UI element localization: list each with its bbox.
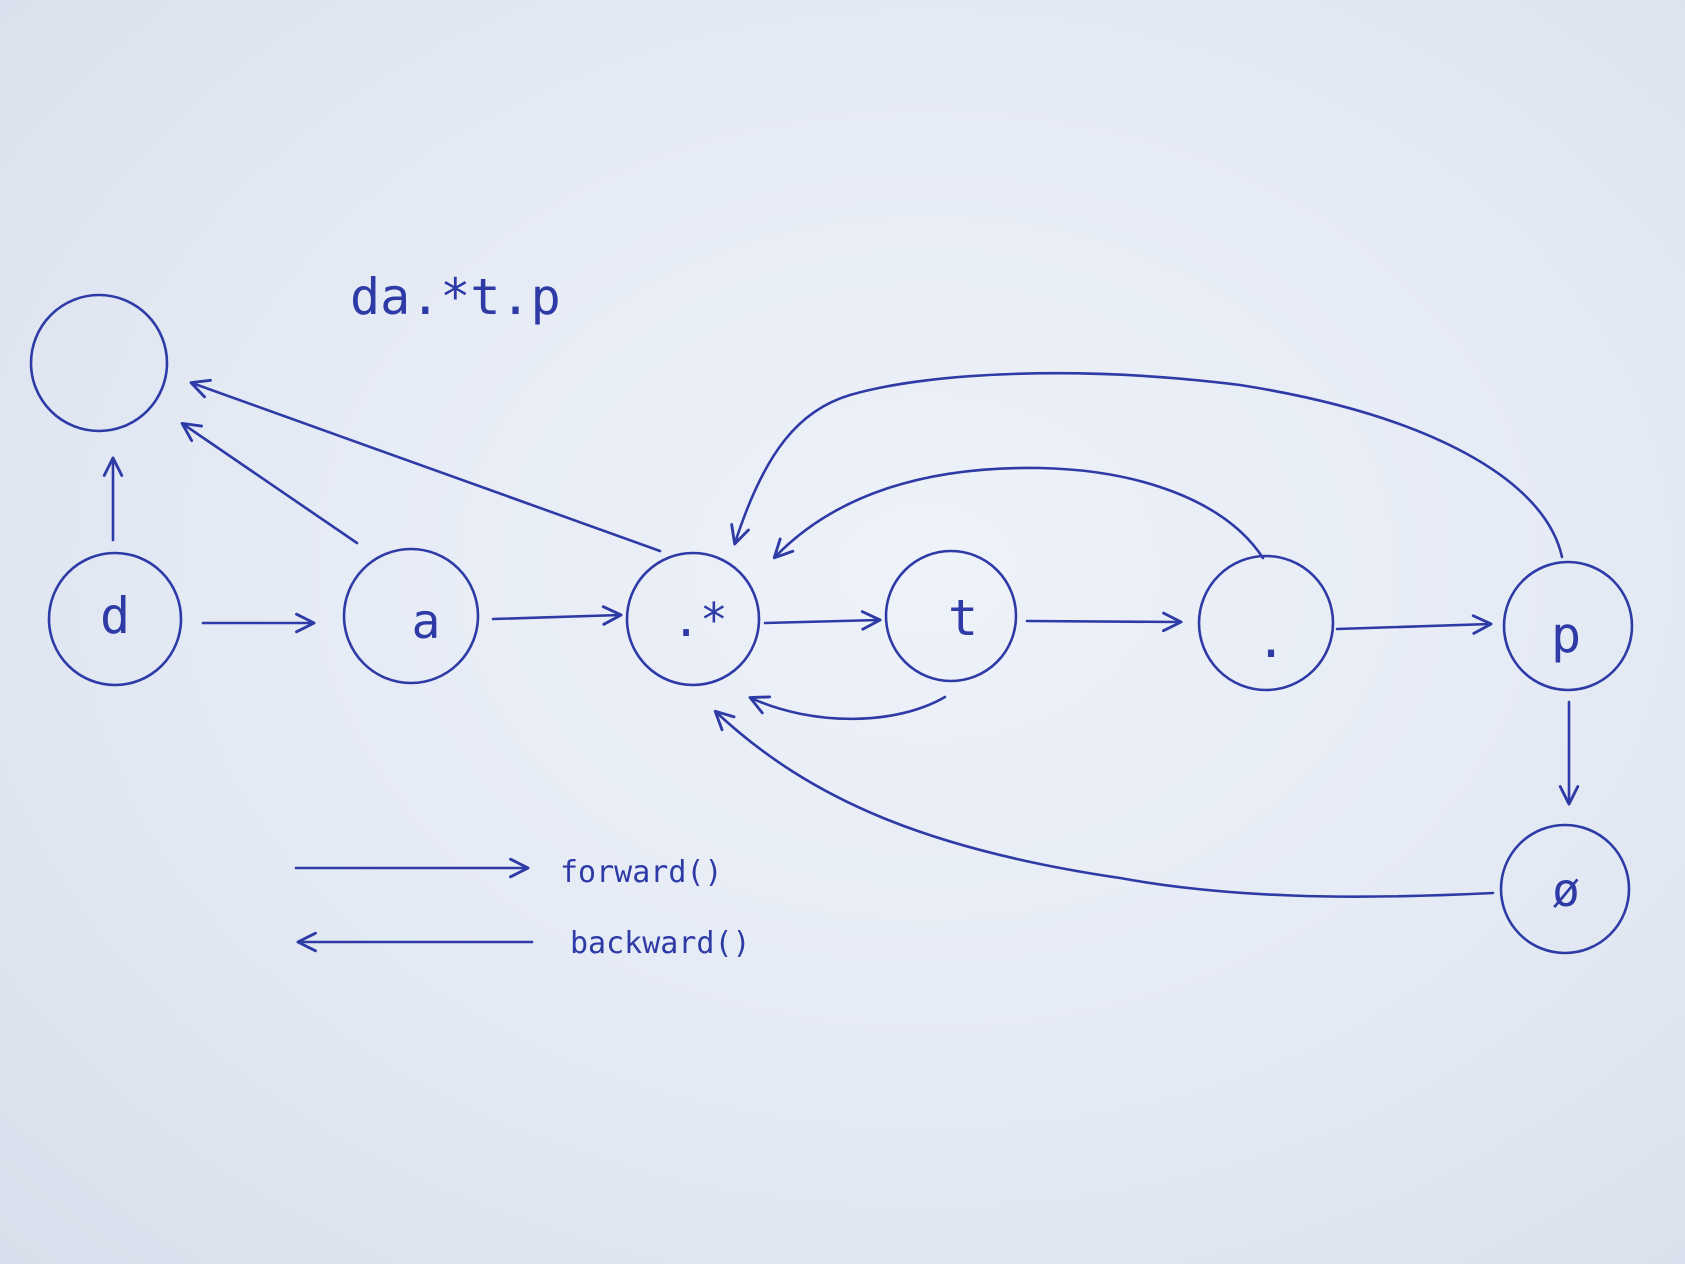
node-dotstar-label: .* [672, 593, 727, 647]
node-p: p [1502, 560, 1634, 692]
edge-a-to-start [180, 421, 359, 545]
node-dot-label: . [1256, 611, 1286, 669]
node-d: d [47, 551, 183, 687]
legend: forward() backward() [294, 855, 751, 961]
legend-forward-label: forward() [560, 855, 723, 890]
diagram-title: da.*t.p [350, 268, 561, 326]
edge-dotstar-to-start [189, 378, 662, 553]
node-t-label: t [948, 589, 978, 647]
node-end-label: ø [1552, 863, 1580, 917]
node-a: a [342, 547, 480, 685]
node-d-label: d [100, 587, 130, 645]
edge-p-to-dotstar [730, 371, 1564, 559]
node-start [29, 293, 169, 433]
edge-t-to-dot [1025, 611, 1183, 633]
edge-dot-to-p [1335, 614, 1493, 635]
edge-end-to-dotstar [713, 709, 1495, 898]
node-end: ø [1499, 823, 1631, 955]
edge-t-to-dotstar [748, 695, 947, 721]
node-t: t [884, 549, 1018, 683]
edge-a-to-dotstar [491, 605, 623, 626]
node-p-label: p [1551, 606, 1581, 664]
node-a-label: a [412, 594, 441, 650]
node-dot: . [1197, 554, 1335, 692]
node-dotstar: .* [625, 551, 761, 687]
legend-backward-label: backward() [570, 926, 751, 961]
edge-dotstar-to-t [763, 610, 882, 631]
edge-dot-to-dotstar [772, 466, 1265, 560]
